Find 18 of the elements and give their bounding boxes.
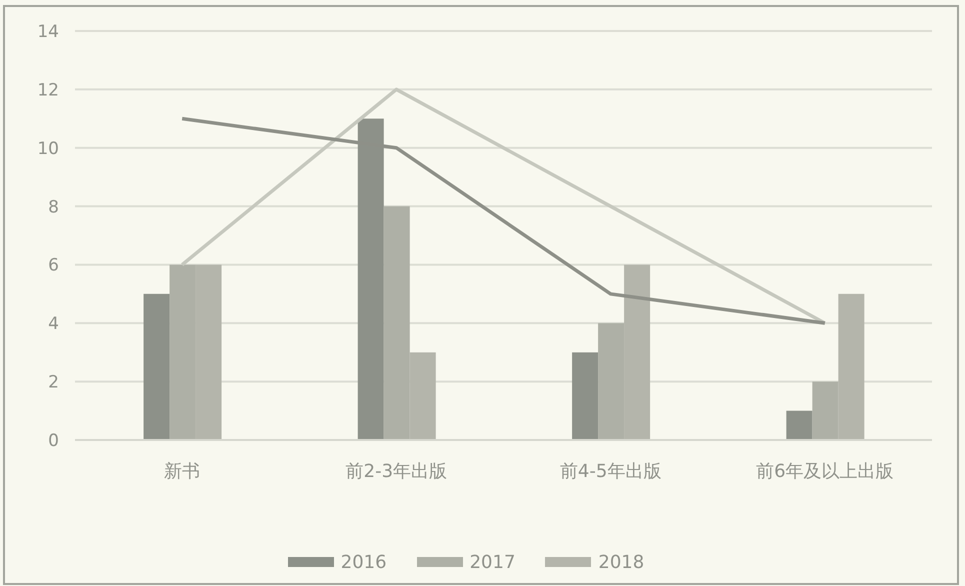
bar bbox=[144, 294, 170, 440]
y-tick-label: 0 bbox=[48, 431, 59, 452]
x-tick-label: 前6年及以上出版 bbox=[756, 460, 894, 482]
bar bbox=[572, 352, 598, 440]
legend-label: 2016 bbox=[340, 552, 387, 572]
x-tick-label: 前2-3年出版 bbox=[346, 460, 448, 482]
legend-label: 2017 bbox=[470, 552, 516, 572]
y-tick-label: 14 bbox=[37, 22, 59, 42]
bar bbox=[786, 410, 812, 440]
x-tick-label: 新书 bbox=[164, 460, 200, 482]
y-tick-label: 6 bbox=[48, 256, 59, 276]
x-tick-label: 前4-5年出版 bbox=[560, 460, 662, 482]
y-tick-label: 10 bbox=[37, 138, 59, 159]
y-tick-label: 4 bbox=[48, 314, 59, 334]
legend-label: 2018 bbox=[598, 552, 644, 572]
y-tick-label: 12 bbox=[37, 80, 59, 100]
y-tick-label: 8 bbox=[48, 197, 59, 218]
y-tick-label: 2 bbox=[48, 372, 59, 393]
